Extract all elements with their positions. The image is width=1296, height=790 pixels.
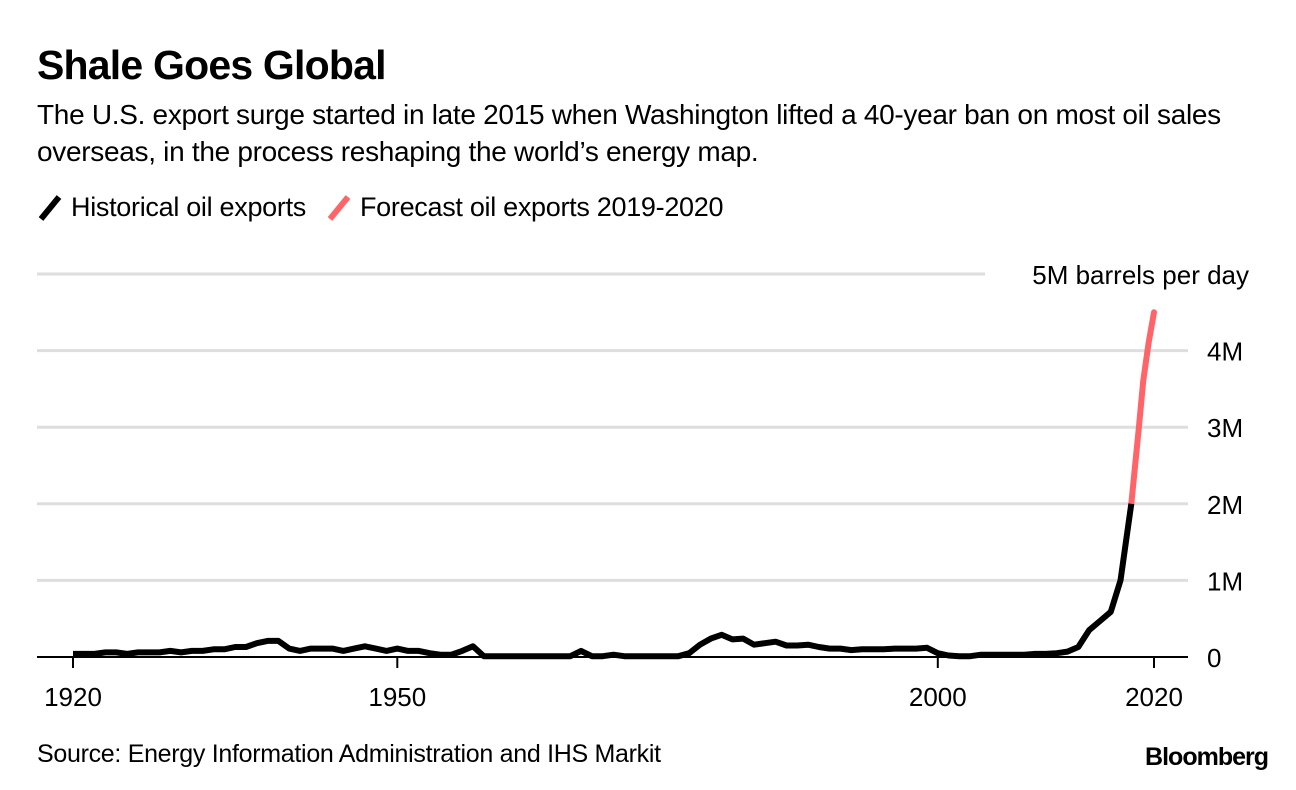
- y-tick-label: 0: [1207, 643, 1221, 673]
- source-note: Source: Energy Information Administratio…: [37, 740, 661, 768]
- legend-label-forecast: Forecast oil exports 2019-2020: [359, 192, 724, 222]
- legend-swatch-historical-icon: [38, 194, 62, 221]
- legend-item-forecast: Forecast oil exports 2019-2020: [326, 192, 724, 223]
- legend-item-historical: Historical oil exports: [37, 192, 306, 223]
- legend: Historical oil exports Forecast oil expo…: [37, 192, 743, 223]
- legend-label-historical: Historical oil exports: [71, 192, 306, 222]
- y-tick-label: 4M: [1207, 337, 1243, 367]
- y-axis-labels: 0 1M 2M 3M 4M 5M barrels per day: [1032, 260, 1249, 673]
- x-axis-ticks: 1920 1950 2000 2020: [44, 657, 1183, 712]
- y-tick-label: 3M: [1207, 413, 1243, 443]
- bloomberg-logo: Bloomberg: [1145, 743, 1269, 771]
- series-historical-line: [73, 503, 1135, 660]
- gridlines: [37, 272, 1188, 582]
- chart-title: Shale Goes Global: [37, 42, 386, 88]
- y-tick-label: 1M: [1207, 566, 1243, 596]
- series-forecast-line: [1128, 309, 1157, 507]
- x-tick-label: 1920: [44, 682, 102, 712]
- x-tick-label: 2020: [1125, 682, 1183, 712]
- series-lines: [73, 309, 1157, 660]
- chart-subtitle: The U.S. export surge started in late 20…: [37, 99, 1221, 167]
- x-tick-label: 2000: [909, 682, 967, 712]
- legend-swatch-forecast-icon: [327, 194, 351, 221]
- x-tick-label: 1950: [368, 682, 426, 712]
- y-tick-label: 5M barrels per day: [1032, 260, 1249, 290]
- y-tick-label: 2M: [1207, 490, 1243, 520]
